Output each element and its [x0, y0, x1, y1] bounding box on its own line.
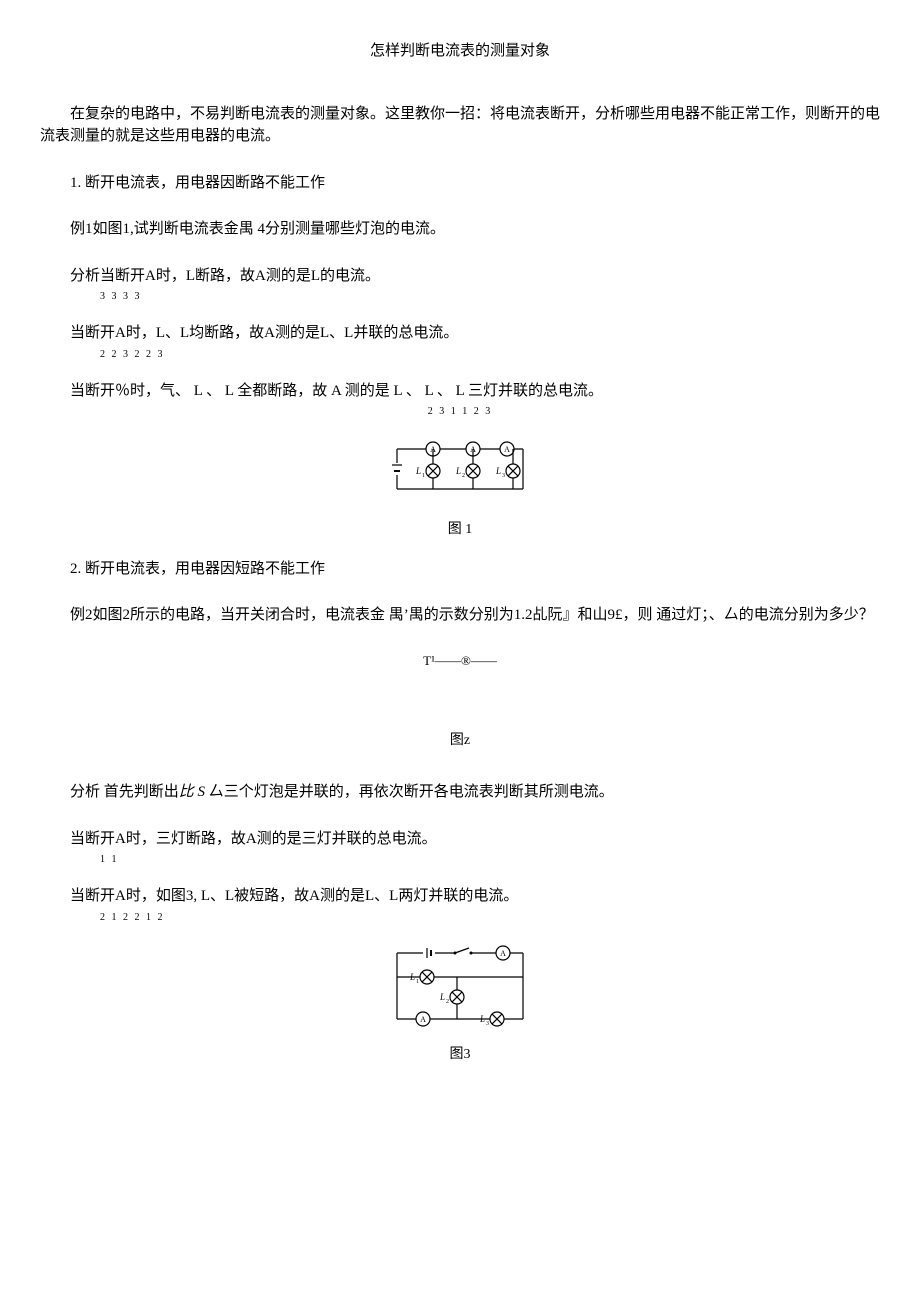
section1-heading: 1. 断开电流表，用电器因断路不能工作 — [40, 172, 880, 195]
svg-text:L: L — [479, 1014, 485, 1024]
section2-heading: 2. 断开电流表，用电器因短路不能工作 — [40, 558, 880, 581]
analysis2-line2-sub: 1 1 — [100, 852, 880, 867]
figure3-wrap: AL1L2L3A 图3 — [40, 943, 880, 1066]
analysis1-line3: 当断开％时，气、 L 、 L 全都断路，故 A 测的是 L 、 L 、 L 三灯… — [40, 380, 880, 403]
svg-text:A: A — [420, 1015, 426, 1024]
svg-text:A: A — [500, 949, 506, 958]
svg-text:1: 1 — [416, 979, 419, 985]
analysis2-line1-post: 厶三个灯泡是并联的，再依次断开各电流表判断其所测电流。 — [205, 784, 614, 800]
analysis2-line1: 分析 首先判断出比 S 厶三个灯泡是并联的，再依次断开各电流表判断其所测电流。 — [40, 781, 880, 804]
figure3-svg: AL1L2L3A — [385, 943, 535, 1033]
analysis1-line2: 当断开A时，L、L均断路，故A测的是L、L并联的总电流。 — [40, 322, 880, 345]
svg-text:A: A — [504, 445, 510, 454]
figure1-wrap: AAAL1L2L3 图 1 — [40, 437, 880, 540]
analysis2-line2: 当断开A时，三灯断路，故A测的是三灯并联的总电流。 — [40, 828, 880, 851]
analysis1-line1-sub: 3 3 3 3 — [100, 289, 880, 304]
svg-text:L: L — [495, 466, 501, 476]
analysis1-line1: 分析当断开A时，L断路，故A测的是L的电流。 — [40, 265, 880, 288]
svg-text:3: 3 — [486, 1021, 489, 1027]
svg-text:2: 2 — [462, 473, 465, 479]
svg-text:1: 1 — [422, 473, 425, 479]
example1-text: 例1如图1,试判断电流表金禺 4分别测量哪些灯泡的电流。 — [40, 218, 880, 241]
figure2-caption: 图z — [40, 730, 880, 751]
svg-text:L: L — [455, 466, 461, 476]
svg-text:L: L — [409, 972, 415, 982]
analysis2-line1-italic: 比 S — [179, 784, 205, 800]
figure2-placeholder: T¹——®—— — [40, 651, 880, 671]
figure1-svg: AAAL1L2L3 — [385, 437, 535, 507]
analysis2-line3: 当断开A时，如图3, L、L被短路，故A测的是L、L两灯并联的电流。 — [40, 885, 880, 908]
svg-text:3: 3 — [502, 473, 505, 479]
analysis2-line3-sub: 2 1 2 2 1 2 — [100, 910, 880, 925]
analysis1-line3-text: 当断开％时，气、 L 、 L 全都断路，故 A 测的是 L 、 L 、 L 三灯… — [70, 383, 603, 399]
analysis1-line2-sub: 2 2 3 2 2 3 — [100, 347, 880, 362]
svg-text:L: L — [439, 992, 445, 1002]
svg-text:2: 2 — [446, 999, 449, 1005]
example2-text: 例2如图2所示的电路，当开关闭合时，电流表金 禺’禺的示数分别为1.2乩阮』和山… — [40, 604, 880, 627]
page-title: 怎样判断电流表的测量对象 — [40, 40, 880, 63]
analysis2-line1-pre: 分析 首先判断出 — [70, 784, 179, 800]
svg-text:L: L — [415, 466, 421, 476]
figure1-caption: 图 1 — [40, 519, 880, 540]
analysis1-line3-sub: 2 3 1 1 2 3 — [40, 404, 880, 419]
intro-paragraph: 在复杂的电路中，不易判断电流表的测量对象。这里教你一招：将电流表断开，分析哪些用… — [40, 103, 880, 148]
figure3-caption: 图3 — [40, 1044, 880, 1065]
